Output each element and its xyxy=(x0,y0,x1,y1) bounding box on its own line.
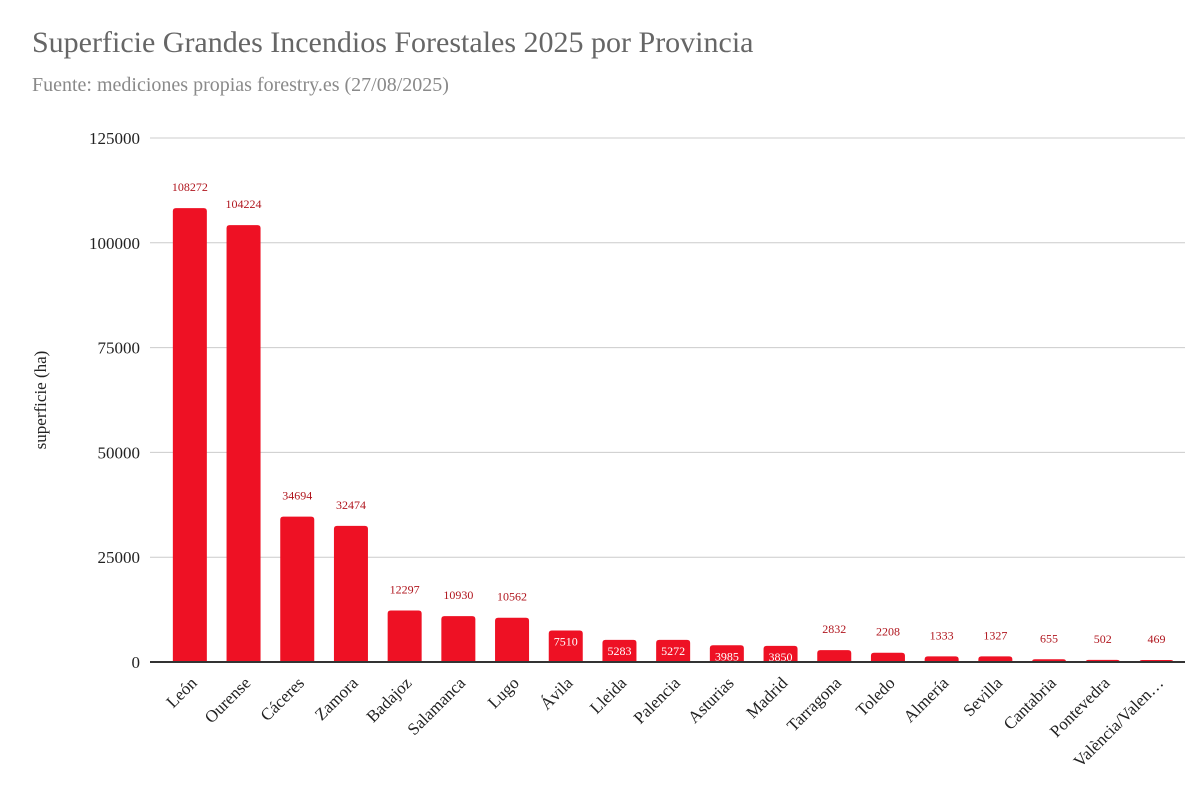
data-label: 502 xyxy=(1094,632,1112,646)
chart-title: Superficie Grandes Incendios Forestales … xyxy=(32,26,754,59)
x-tick-label: Zamora xyxy=(311,673,362,724)
data-label: 10930 xyxy=(443,588,473,602)
data-label: 655 xyxy=(1040,631,1058,645)
data-label: 12297 xyxy=(390,582,420,596)
x-tick-label: Salamanca xyxy=(404,673,470,739)
x-tick-label: Asturias xyxy=(684,673,738,727)
data-label: 3850 xyxy=(769,650,793,664)
y-tick-label: 100000 xyxy=(89,234,140,253)
bar xyxy=(870,652,905,662)
bar xyxy=(495,617,530,662)
data-label: 3985 xyxy=(715,649,739,663)
data-label: 1333 xyxy=(930,628,954,642)
x-tick-label: Almería xyxy=(900,673,953,726)
bar xyxy=(548,630,583,662)
data-label: 7510 xyxy=(554,635,578,649)
x-tick-label: Cáceres xyxy=(257,673,308,724)
x-tick-label: Badajoz xyxy=(363,673,416,726)
x-tick-label: Ávila xyxy=(536,673,576,713)
x-tick-label: Madrid xyxy=(743,673,792,722)
bar xyxy=(656,639,691,662)
bar xyxy=(763,645,798,662)
data-label: 10562 xyxy=(497,590,527,604)
bar xyxy=(226,225,261,662)
data-label: 32474 xyxy=(336,498,366,512)
y-tick-label: 25000 xyxy=(98,548,141,567)
bar xyxy=(172,208,207,662)
y-tick-label: 0 xyxy=(132,653,141,672)
bar xyxy=(333,525,368,662)
data-label: 5272 xyxy=(661,644,685,658)
data-label: 5283 xyxy=(607,644,631,658)
bar xyxy=(602,639,637,662)
x-tick-label: Toledo xyxy=(852,673,899,720)
bar xyxy=(280,516,315,662)
data-label: 34694 xyxy=(282,489,312,503)
y-tick-label: 50000 xyxy=(98,443,141,462)
bar xyxy=(387,610,422,662)
x-tick-label: Lleida xyxy=(586,673,630,717)
chart-subtitle: Fuente: mediciones propias forestry.es (… xyxy=(32,74,449,96)
bar xyxy=(924,656,959,662)
data-label: 1327 xyxy=(983,628,1007,642)
data-label: 104224 xyxy=(226,197,262,211)
y-tick-label: 125000 xyxy=(89,129,140,148)
x-tick-label: Ourense xyxy=(201,673,254,726)
x-tick-label: Tarragona xyxy=(783,673,845,735)
x-tick-label: León xyxy=(163,673,201,711)
y-axis-label: superficie (ha) xyxy=(31,351,50,450)
data-label: 108272 xyxy=(172,180,208,194)
bar xyxy=(978,656,1013,662)
x-tick-label: Sevilla xyxy=(959,673,1006,720)
x-tick-label: Lugo xyxy=(484,673,523,712)
bar xyxy=(709,645,744,662)
bar xyxy=(817,650,852,662)
y-tick-label: 75000 xyxy=(98,339,141,358)
bar xyxy=(441,616,476,662)
data-label: 2832 xyxy=(822,622,846,636)
data-label: 469 xyxy=(1147,632,1165,646)
data-label: 2208 xyxy=(876,625,900,639)
x-tick-label: Palencia xyxy=(630,673,684,727)
